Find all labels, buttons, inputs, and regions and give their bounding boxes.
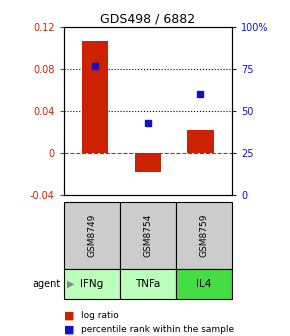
Text: GSM8754: GSM8754 <box>143 213 153 257</box>
Text: GSM8759: GSM8759 <box>200 213 209 257</box>
Bar <box>187 130 214 153</box>
Text: log ratio: log ratio <box>81 311 119 320</box>
Title: GDS498 / 6882: GDS498 / 6882 <box>100 13 195 26</box>
Text: GSM8749: GSM8749 <box>87 213 96 257</box>
Text: ▶: ▶ <box>67 279 74 289</box>
Text: TNFa: TNFa <box>135 279 161 289</box>
Text: ■: ■ <box>64 311 74 321</box>
Text: ■: ■ <box>64 324 74 334</box>
Bar <box>135 153 161 172</box>
Bar <box>82 41 108 153</box>
Text: percentile rank within the sample: percentile rank within the sample <box>81 325 234 334</box>
Text: agent: agent <box>33 279 61 289</box>
Text: IFNg: IFNg <box>80 279 104 289</box>
Text: IL4: IL4 <box>196 279 212 289</box>
